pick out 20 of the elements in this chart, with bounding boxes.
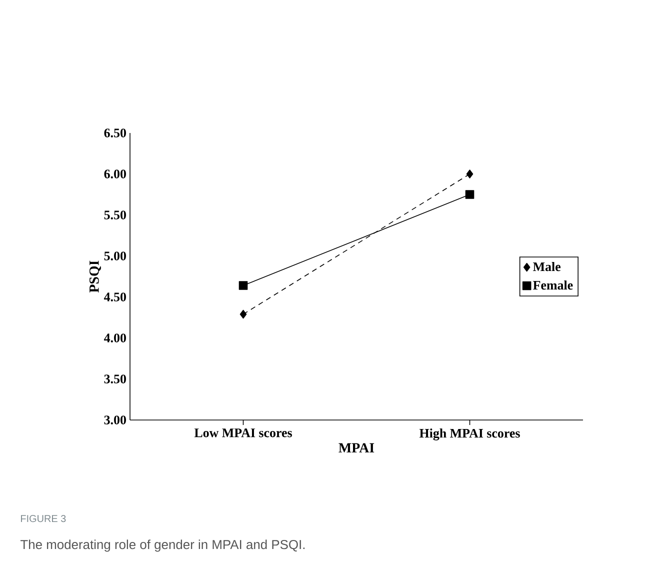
y-tick-label: 3.50 (104, 374, 126, 384)
y-axis-title: PSQI (89, 260, 101, 293)
y-tick-label: 6.00 (104, 170, 126, 178)
y-tick-label: 3.00 (104, 416, 126, 424)
point (238, 281, 248, 290)
y-tick-label: 6.50 (104, 128, 126, 138)
legend-label: Female (533, 280, 573, 290)
y-tick-label: 4.50 (104, 292, 126, 302)
text: The moderating role of gender in MPAI and PSQI. (20, 540, 305, 552)
point (240, 310, 247, 319)
legend-label: Male (533, 262, 561, 272)
point (466, 170, 474, 178)
x-tick-label: High MPAI scores (419, 428, 520, 440)
y-tick-label: 4.00 (104, 334, 126, 342)
caption: FIGURE 3 (21, 515, 66, 522)
y-tick-label: 5.00 (104, 252, 126, 260)
x-axis-title: MPAI (338, 443, 374, 452)
x-tick-label: Low MPAI scores (194, 428, 292, 438)
point (465, 190, 474, 199)
y-tick-label: 5.50 (104, 210, 126, 220)
